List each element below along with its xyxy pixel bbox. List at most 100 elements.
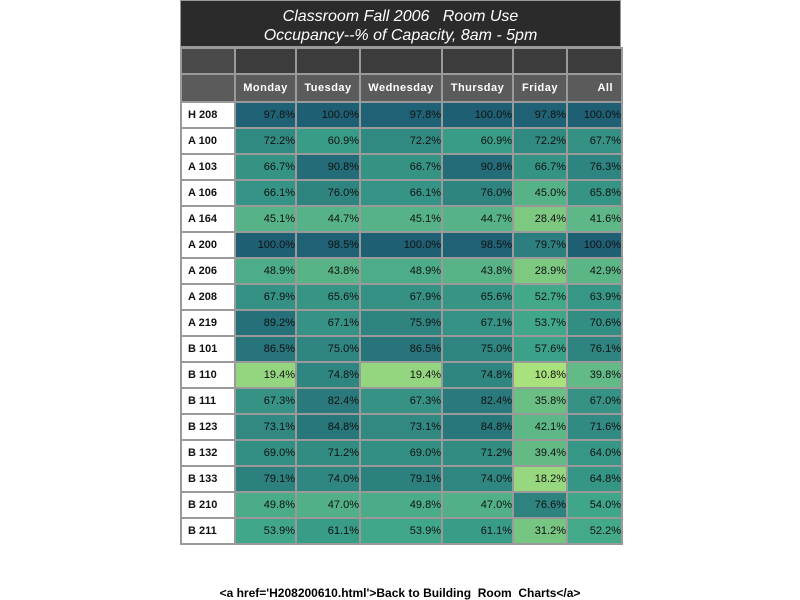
heatmap-cell: 57.6% <box>512 335 568 363</box>
header-spacer-cell <box>295 47 361 75</box>
table-row: A 103 66.7% 90.8% 66.7% 90.8% 66.7% 76.3% <box>180 153 623 181</box>
table-row: B 211 53.9% 61.1% 53.9% 61.1% 31.2% 52.2% <box>180 517 623 545</box>
chart-title: Classroom Fall 2006 Room Use <box>282 8 519 25</box>
room-label: B 123 <box>180 413 236 441</box>
heatmap-cell: 71.2% <box>441 439 514 467</box>
heatmap-cell: 10.8% <box>512 361 568 389</box>
room-label: B 133 <box>180 465 236 493</box>
room-label: B 132 <box>180 439 236 467</box>
column-header-row: Monday Tuesday Wednesday Thursday Friday All <box>180 73 623 103</box>
heatmap-cell: 71.2% <box>295 439 361 467</box>
room-label: A 200 <box>180 231 236 259</box>
heatmap-cell: 100.0% <box>234 231 297 259</box>
heatmap-cell: 19.4% <box>359 361 443 389</box>
heatmap-cell: 69.0% <box>359 439 443 467</box>
heatmap-cell: 19.4% <box>234 361 297 389</box>
heatmap-cell: 67.7% <box>566 127 623 155</box>
heatmap-cell: 44.7% <box>441 205 514 233</box>
header-spacer-cell <box>566 47 623 75</box>
header-spacer-cell <box>180 47 236 75</box>
heatmap-cell: 74.0% <box>441 465 514 493</box>
occupancy-report: Classroom Fall 2006 Room Use Occupancy--… <box>180 0 623 545</box>
heatmap-cell: 72.2% <box>512 127 568 155</box>
heatmap-cell: 90.8% <box>441 153 514 181</box>
heatmap-cell: 48.9% <box>359 257 443 285</box>
heatmap-cell: 98.5% <box>441 231 514 259</box>
heatmap-cell: 86.5% <box>234 335 297 363</box>
column-header-all: All <box>566 73 623 103</box>
heatmap-cell: 75.0% <box>295 335 361 363</box>
heatmap-cell: 65.6% <box>441 283 514 311</box>
table-row: H 208 97.8% 100.0% 97.8% 100.0% 97.8% 100.0% <box>180 101 623 129</box>
heatmap-cell: 100.0% <box>566 101 623 129</box>
heatmap-cell: 98.5% <box>295 231 361 259</box>
heatmap-cell: 66.7% <box>512 153 568 181</box>
heatmap-cell: 97.8% <box>234 101 297 129</box>
heatmap-cell: 64.8% <box>566 465 623 493</box>
heatmap-cell: 67.9% <box>234 283 297 311</box>
column-header-friday: Friday <box>512 73 568 103</box>
heatmap-cell: 49.8% <box>359 491 443 519</box>
heatmap-cell: 60.9% <box>295 127 361 155</box>
heatmap-cell: 53.7% <box>512 309 568 337</box>
heatmap-cell: 60.9% <box>441 127 514 155</box>
room-label: B 101 <box>180 335 236 363</box>
heatmap-cell: 79.1% <box>359 465 443 493</box>
heatmap-cell: 67.9% <box>359 283 443 311</box>
heatmap-cell: 97.8% <box>359 101 443 129</box>
room-label: A 206 <box>180 257 236 285</box>
heatmap-cell: 48.9% <box>234 257 297 285</box>
heatmap-cell: 53.9% <box>359 517 443 545</box>
heatmap-cell: 76.1% <box>566 335 623 363</box>
heatmap-cell: 65.6% <box>295 283 361 311</box>
heatmap-cell: 76.6% <box>512 491 568 519</box>
heatmap-cell: 97.8% <box>512 101 568 129</box>
heatmap-cell: 76.0% <box>441 179 514 207</box>
room-label: H 208 <box>180 101 236 129</box>
column-header-thursday: Thursday <box>441 73 514 103</box>
header-spacer-cell <box>234 47 297 75</box>
heatmap-cell: 79.1% <box>234 465 297 493</box>
heatmap-cell: 70.6% <box>566 309 623 337</box>
heatmap-cell: 41.6% <box>566 205 623 233</box>
heatmap-cell: 39.4% <box>512 439 568 467</box>
column-header-tuesday: Tuesday <box>295 73 361 103</box>
heatmap-cell: 28.4% <box>512 205 568 233</box>
heatmap-cell: 45.1% <box>359 205 443 233</box>
table-row: B 210 49.8% 47.0% 49.8% 47.0% 76.6% 54.0% <box>180 491 623 519</box>
room-label: B 110 <box>180 361 236 389</box>
room-label: A 103 <box>180 153 236 181</box>
header-spacer-row <box>180 47 623 75</box>
heatmap-cell: 54.0% <box>566 491 623 519</box>
heatmap-cell: 66.7% <box>359 153 443 181</box>
heatmap-cell: 42.9% <box>566 257 623 285</box>
room-label: B 210 <box>180 491 236 519</box>
heatmap-cell: 65.8% <box>566 179 623 207</box>
chart-subtitle: Occupancy--% of Capacity, 8am - 5pm <box>263 27 538 44</box>
heatmap-cell: 74.0% <box>295 465 361 493</box>
heatmap-cell: 67.3% <box>359 387 443 415</box>
heatmap-cell: 67.1% <box>441 309 514 337</box>
heatmap-cell: 18.2% <box>512 465 568 493</box>
heatmap-cell: 49.8% <box>234 491 297 519</box>
heatmap-cell: 100.0% <box>441 101 514 129</box>
heatmap-cell: 75.9% <box>359 309 443 337</box>
table-row: B 123 73.1% 84.8% 73.1% 84.8% 42.1% 71.6% <box>180 413 623 441</box>
heatmap-cell: 75.0% <box>441 335 514 363</box>
heatmap-cell: 44.7% <box>295 205 361 233</box>
heatmap-cell: 35.8% <box>512 387 568 415</box>
heatmap-cell: 72.2% <box>234 127 297 155</box>
heatmap-cell: 42.1% <box>512 413 568 441</box>
table-row: A 208 67.9% 65.6% 67.9% 65.6% 52.7% 63.9% <box>180 283 623 311</box>
heatmap-cell: 82.4% <box>441 387 514 415</box>
heatmap-cell: 67.1% <box>295 309 361 337</box>
heatmap-cell: 63.9% <box>566 283 623 311</box>
heatmap-cell: 31.2% <box>512 517 568 545</box>
heatmap-cell: 45.0% <box>512 179 568 207</box>
back-to-building-link[interactable]: <a href='H208200610.html'>Back to Buildi… <box>219 586 581 600</box>
table-row: A 106 66.1% 76.0% 66.1% 76.0% 45.0% 65.8% <box>180 179 623 207</box>
room-label: B 111 <box>180 387 236 415</box>
column-header-monday: Monday <box>234 73 297 103</box>
heatmap-cell: 45.1% <box>234 205 297 233</box>
table-row: A 164 45.1% 44.7% 45.1% 44.7% 28.4% 41.6% <box>180 205 623 233</box>
